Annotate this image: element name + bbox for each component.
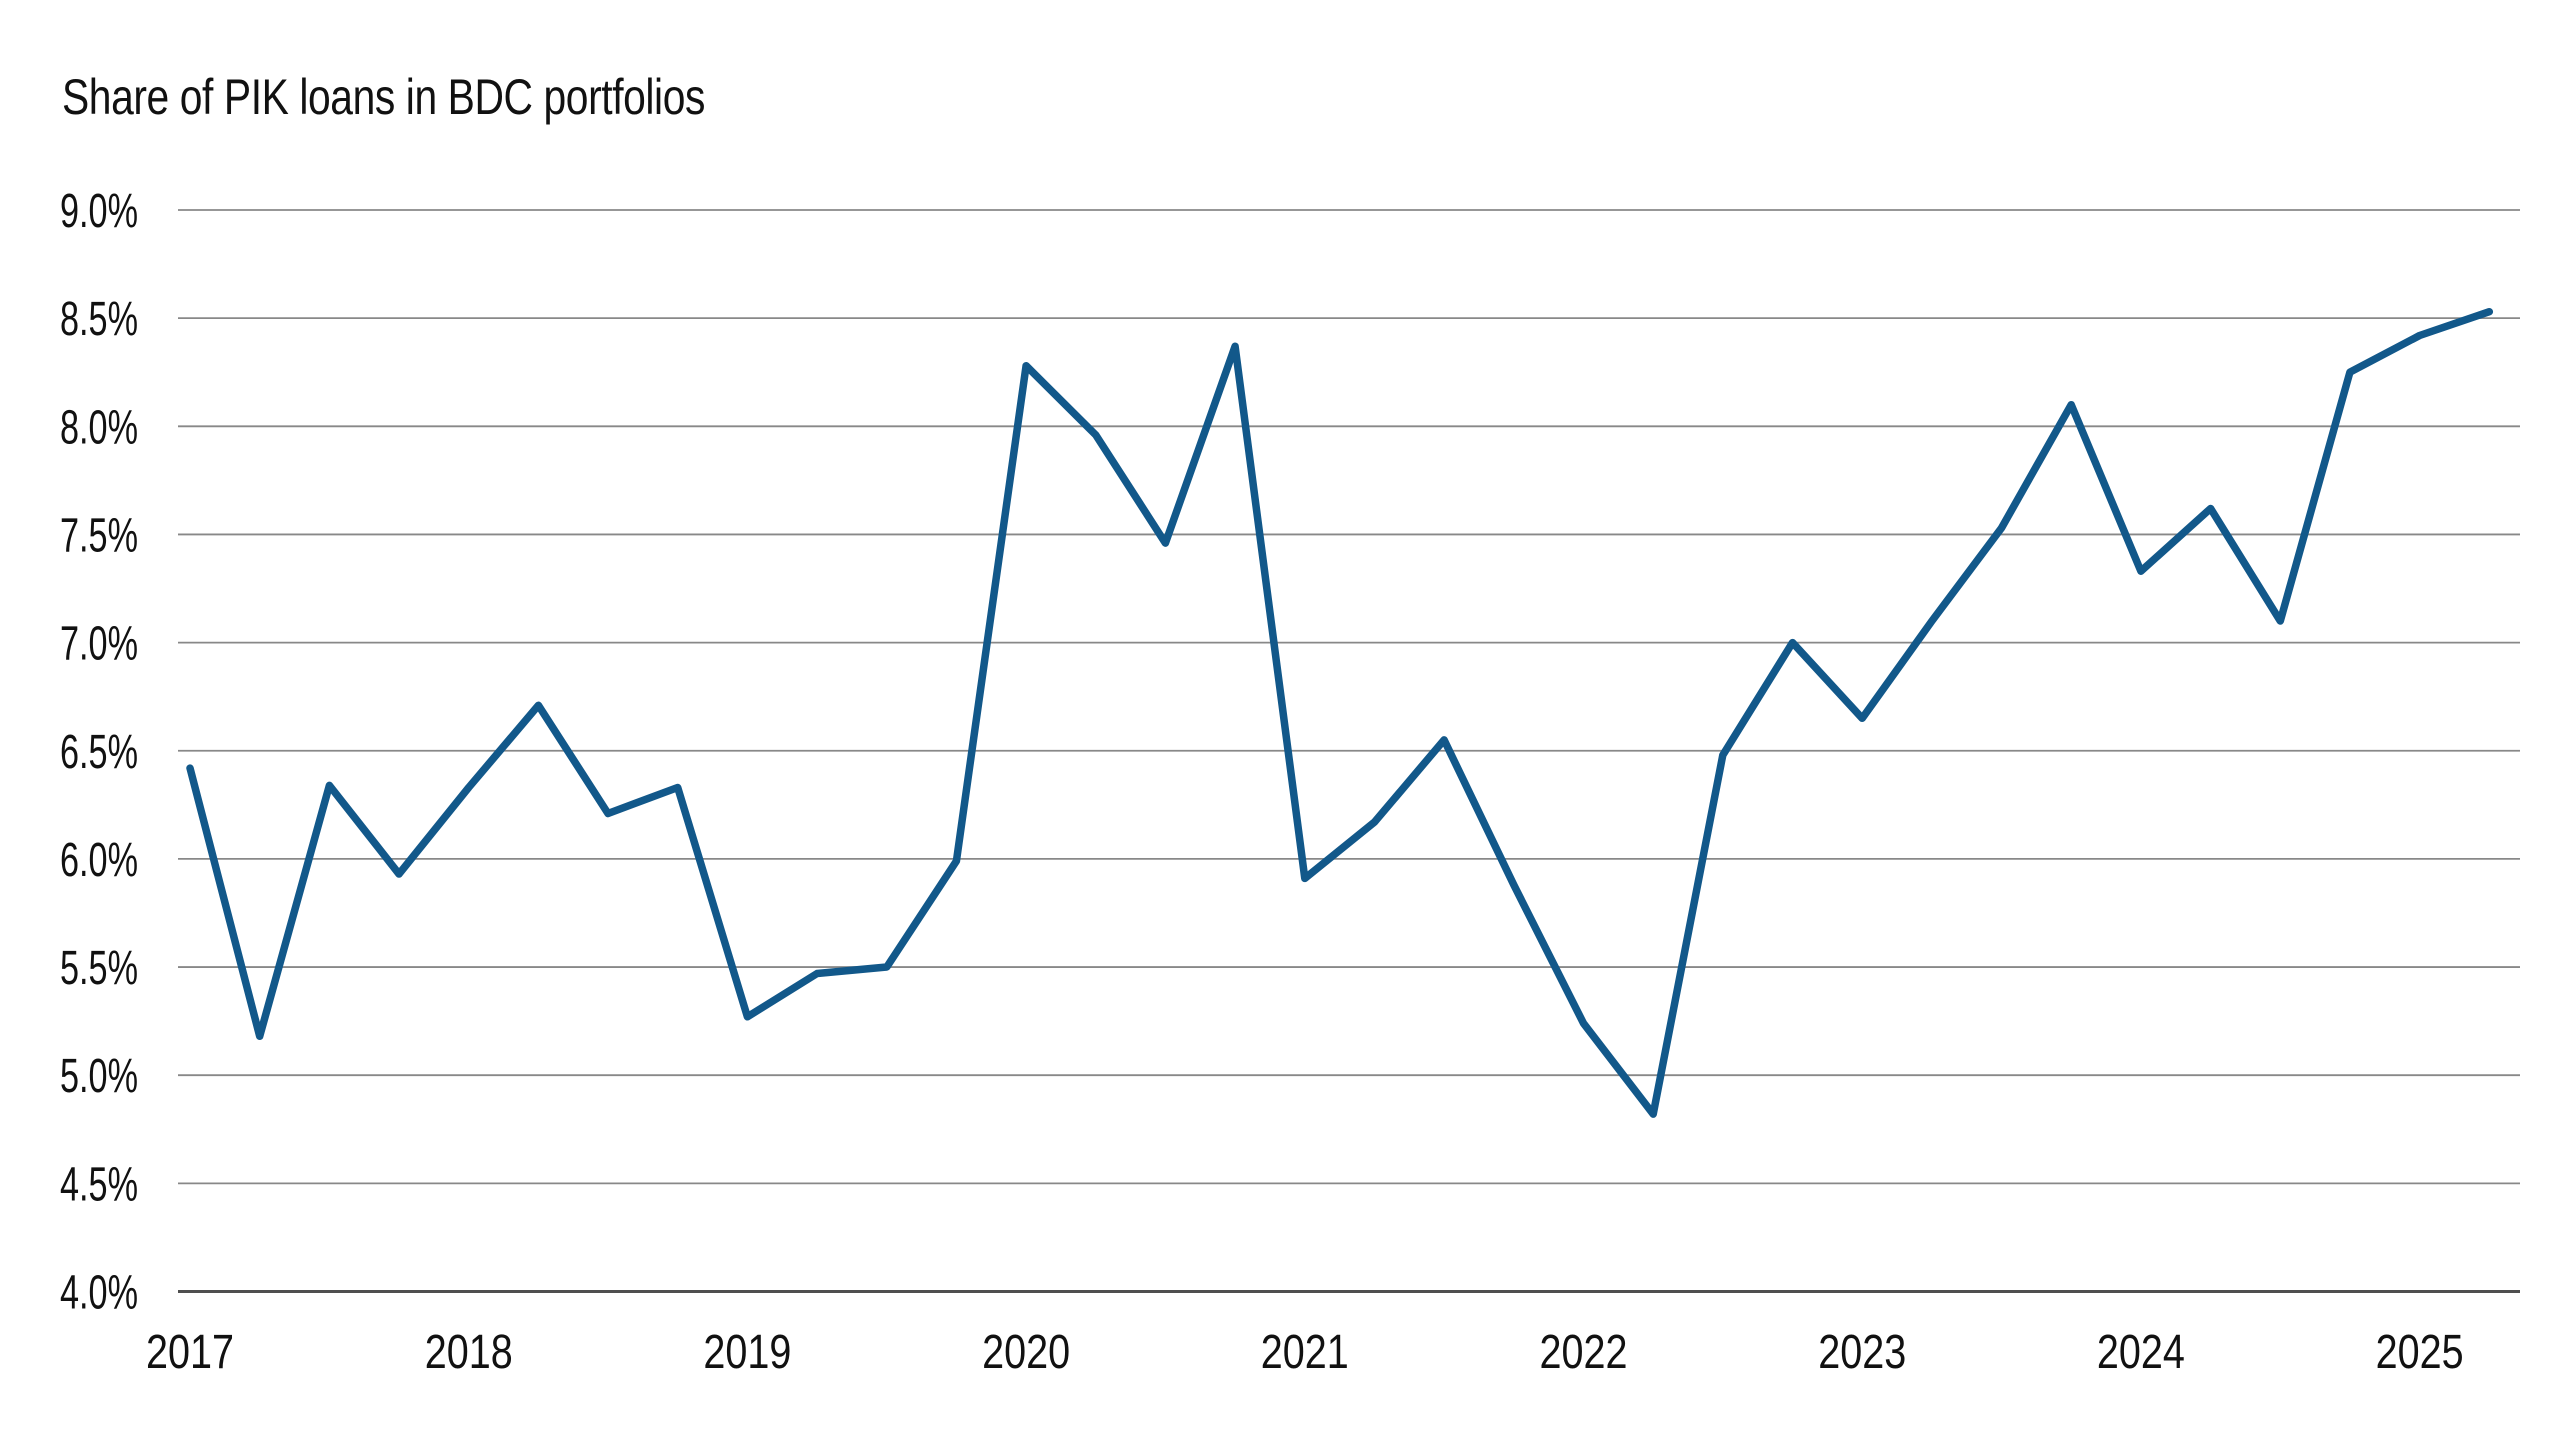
y-tick-label: 7.5% — [60, 509, 138, 562]
x-tick-label: 2024 — [2097, 1326, 2185, 1379]
x-tick-label: 2018 — [425, 1326, 513, 1379]
series-layer — [186, 307, 2494, 1118]
x-tick-label: 2025 — [2376, 1326, 2464, 1379]
x-tick-label: 2022 — [1540, 1326, 1628, 1379]
x-tick-label: 2023 — [1818, 1326, 1906, 1379]
y-tick-label: 5.0% — [60, 1050, 138, 1103]
y-tick-label: 6.5% — [60, 726, 138, 779]
y-tick-label: 4.0% — [60, 1267, 138, 1320]
y-tick-label: 6.0% — [60, 834, 138, 887]
x-tick-label: 2017 — [146, 1326, 234, 1379]
chart-title: Share of PIK loans in BDC portfolios — [62, 69, 705, 125]
y-tick-label: 9.0% — [60, 185, 138, 238]
grid-layer — [178, 209, 2520, 1293]
y-tick-label: 5.5% — [60, 942, 138, 995]
x-tick-label: 2020 — [982, 1326, 1070, 1379]
y-tick-label: 8.5% — [60, 293, 138, 346]
x-tick-label: 2021 — [1261, 1326, 1349, 1379]
axis-label-layer: 9.0% 8.5% 8.0% 7.5% 7.0% 6.5% 6.0% 5.5% 5.0% 4.5%… — [60, 185, 2464, 1379]
x-tick-label: 2019 — [703, 1326, 791, 1379]
y-tick-label: 7.0% — [60, 618, 138, 671]
y-tick-label: 8.0% — [60, 401, 138, 454]
y-tick-label: 4.5% — [60, 1158, 138, 1211]
pik-share-line — [186, 307, 2494, 1118]
